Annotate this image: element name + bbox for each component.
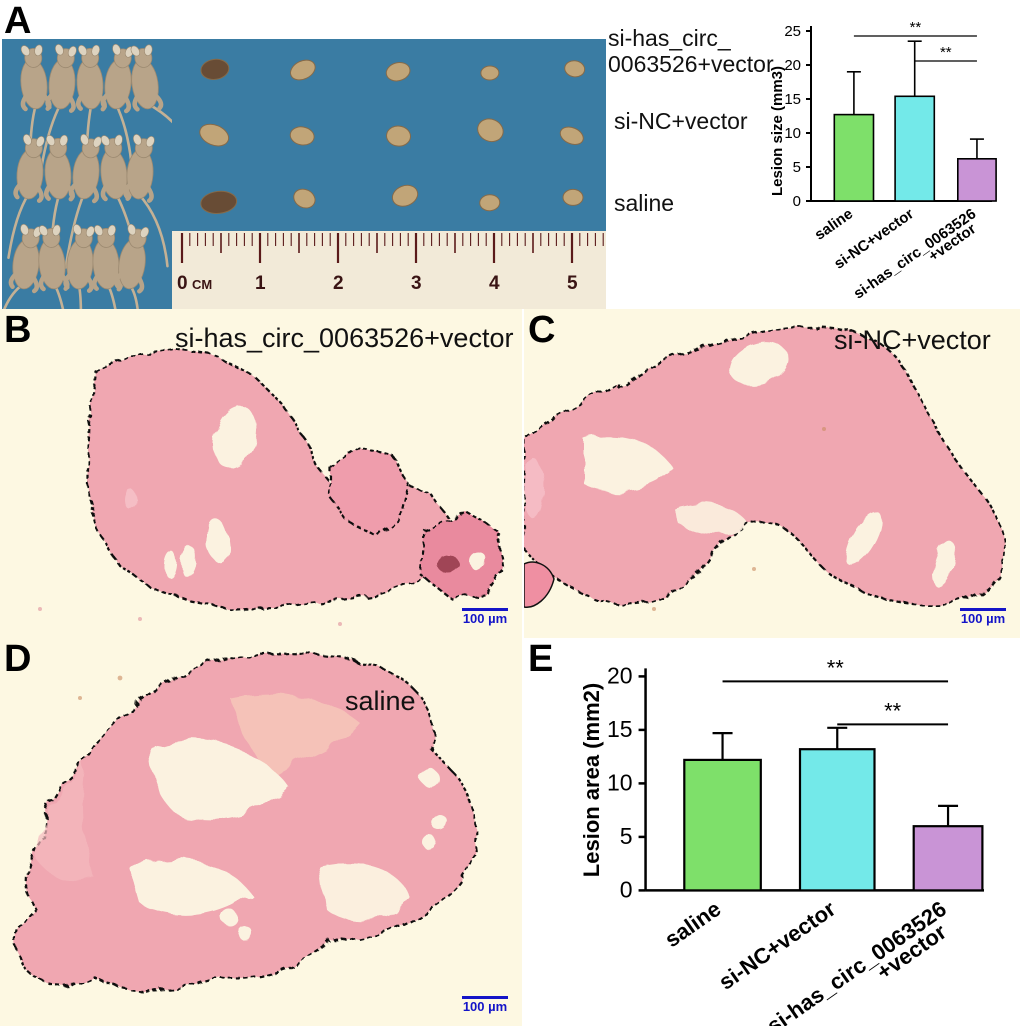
svg-text:15: 15 (784, 91, 801, 108)
svg-text:5: 5 (793, 159, 801, 176)
svg-text:Lesion area (mm2): Lesion area (mm2) (579, 683, 604, 877)
svg-text:5: 5 (620, 823, 633, 849)
svg-text:5: 5 (567, 273, 578, 294)
svg-text:20: 20 (784, 57, 801, 74)
svg-text:15: 15 (607, 716, 633, 742)
svg-text:saline: saline (660, 896, 725, 952)
svg-text:0: 0 (177, 273, 188, 294)
svg-text:0: 0 (620, 876, 633, 902)
svg-text:20: 20 (607, 662, 633, 688)
svg-text:**: ** (940, 44, 952, 61)
svg-text:**: ** (884, 698, 902, 723)
svg-text:25: 25 (784, 23, 801, 40)
svg-text:saline: saline (812, 205, 857, 243)
svg-text:4: 4 (489, 273, 500, 294)
svg-text:**: ** (910, 19, 922, 36)
svg-text:1: 1 (255, 273, 266, 294)
svg-text:0: 0 (793, 193, 801, 210)
svg-text:10: 10 (784, 125, 801, 142)
svg-text:3: 3 (411, 273, 422, 294)
svg-text:**: ** (827, 655, 845, 680)
svg-text:CM: CM (192, 277, 212, 292)
svg-text:10: 10 (607, 769, 633, 795)
svg-text:2: 2 (333, 273, 344, 294)
svg-text:si-has_circ_0063526: si-has_circ_0063526 (762, 896, 951, 1026)
